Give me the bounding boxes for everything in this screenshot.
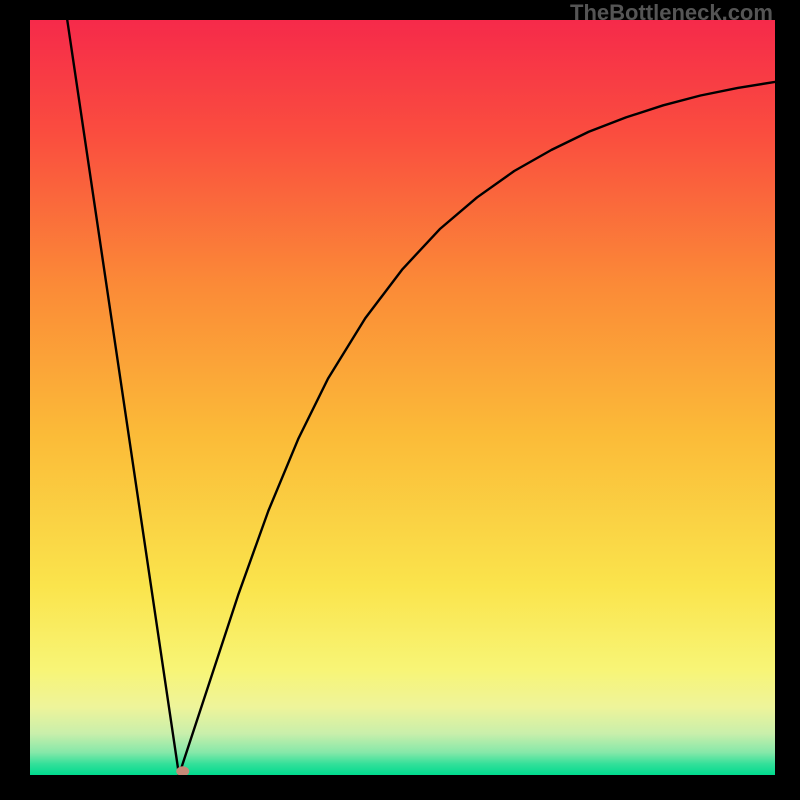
curve-svg [30,20,775,775]
minimum-marker [176,766,189,775]
plot-area [30,20,775,775]
bottleneck-curve [67,20,775,775]
canvas: TheBottleneck.com [0,0,800,800]
watermark-text: TheBottleneck.com [570,0,773,26]
